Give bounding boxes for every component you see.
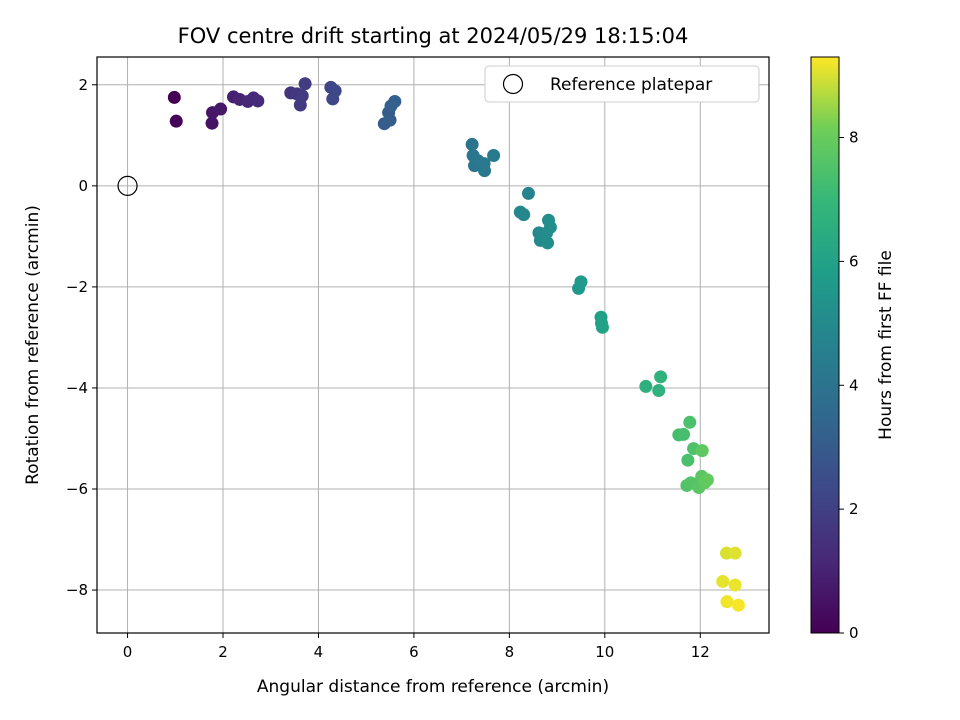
- y-tick-label: −2: [66, 278, 88, 296]
- data-point: [251, 94, 265, 108]
- x-tick-label: 0: [123, 643, 133, 661]
- plot-frame: [96, 56, 770, 634]
- data-point: [716, 574, 730, 588]
- colorbar-tick-label: 6: [849, 252, 859, 270]
- data-point: [521, 186, 535, 200]
- colorbar-label: Hours from first FF file: [876, 250, 896, 440]
- data-point: [681, 453, 695, 467]
- y-axis-label: Rotation from reference (arcmin): [23, 205, 43, 485]
- data-point: [295, 89, 309, 103]
- data-point: [214, 102, 228, 116]
- data-points: [117, 77, 745, 612]
- data-point: [298, 77, 312, 91]
- colorbar-ticks: 0 2 4 6 8: [839, 129, 859, 642]
- data-point: [477, 157, 491, 171]
- x-tick-label: 8: [505, 643, 515, 661]
- data-point: [574, 275, 588, 289]
- y-tick-label: 0: [78, 177, 88, 195]
- data-point: [388, 94, 402, 108]
- data-point: [654, 370, 668, 384]
- data-point: [639, 379, 653, 393]
- data-point: [720, 595, 734, 609]
- y-tick-label: −4: [66, 379, 88, 397]
- y-tick-label: 2: [78, 76, 88, 94]
- data-point: [465, 137, 479, 151]
- data-point: [700, 473, 714, 487]
- data-point: [169, 114, 183, 128]
- reference-platepar-marker: [117, 175, 138, 196]
- data-point: [731, 598, 745, 612]
- x-axis-label: Angular distance from reference (arcmin): [257, 677, 609, 697]
- y-tick-label: −6: [66, 480, 88, 498]
- x-axis-ticks: 0 2 4 6 8 10 12: [123, 633, 710, 661]
- legend-box: [484, 65, 760, 103]
- legend-label-reference: Reference platepar: [550, 75, 712, 95]
- colorbar-tick-label: 2: [849, 500, 859, 518]
- data-point: [517, 208, 531, 222]
- legend-marker-reference: [502, 73, 524, 95]
- x-tick-label: 12: [691, 643, 710, 661]
- data-point: [487, 149, 501, 163]
- colorbar: [810, 56, 840, 634]
- data-point: [683, 415, 697, 429]
- chart-title: FOV centre drift starting at 2024/05/29 …: [178, 24, 689, 48]
- colorbar-tick-label: 8: [849, 129, 859, 147]
- data-point: [205, 116, 219, 130]
- y-axis-ticks: −8 −6 −4 −2 0 2: [66, 76, 97, 599]
- colorbar-tick-label: 4: [849, 376, 859, 394]
- data-point: [652, 383, 666, 397]
- data-point: [167, 90, 181, 104]
- data-point: [383, 113, 397, 127]
- x-tick-label: 10: [595, 643, 614, 661]
- x-tick-label: 2: [218, 643, 228, 661]
- data-point: [595, 320, 609, 334]
- legend: Reference platepar: [484, 65, 760, 103]
- data-point: [543, 220, 557, 234]
- data-point: [728, 546, 742, 560]
- x-tick-label: 6: [409, 643, 419, 661]
- data-point: [677, 427, 691, 441]
- grid-lines: [97, 57, 769, 633]
- colorbar-tick-label: 0: [849, 624, 859, 642]
- data-point: [328, 84, 342, 98]
- y-tick-label: −8: [66, 581, 88, 599]
- data-point: [541, 236, 555, 250]
- x-tick-label: 4: [314, 643, 324, 661]
- data-point: [695, 444, 709, 458]
- data-point: [728, 578, 742, 592]
